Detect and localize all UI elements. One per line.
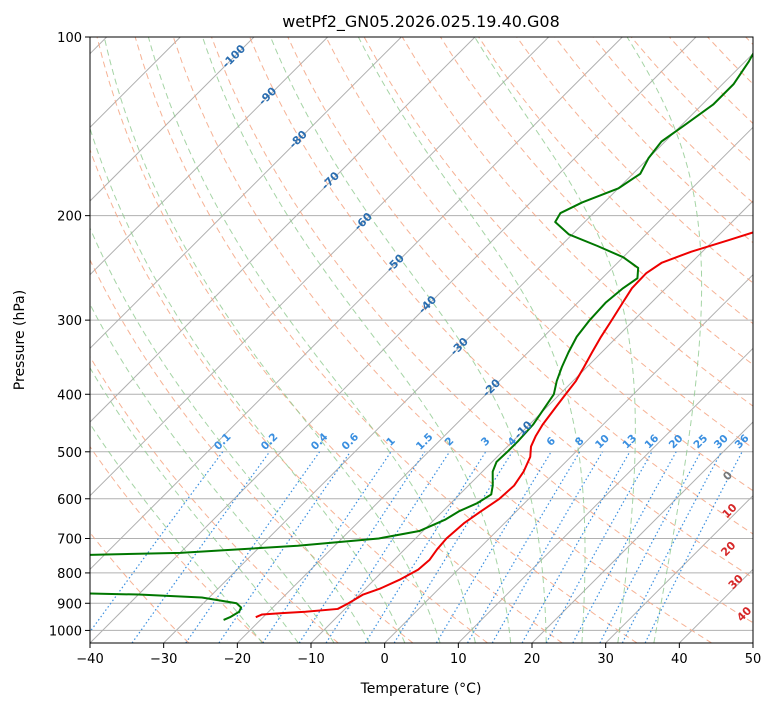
x-tick-label: −30 — [150, 652, 177, 667]
x-tick-label: −20 — [224, 652, 251, 667]
temperature-profile-line — [255, 231, 753, 619]
y-tick-label: 700 — [57, 533, 82, 548]
mixing-ratio-line — [545, 451, 653, 643]
mixing-ratio-line — [262, 451, 392, 643]
isotherm-line — [90, 37, 623, 571]
moist-adiabat-line — [147, 37, 476, 643]
isotherm-line — [384, 273, 753, 643]
x-tick-label: 0 — [381, 652, 389, 667]
y-axis-label: Pressure (hPa) — [12, 290, 28, 390]
moist-adiabat-line — [90, 303, 335, 643]
y-tick-label: 400 — [57, 388, 82, 403]
dry-adiabat-line — [134, 37, 638, 643]
x-tick-label: 50 — [745, 652, 762, 667]
axes: −40 −30 −20 −10 0 10 20 30 40 50 100 200 300 400 500 60… — [49, 31, 761, 667]
dry-adiabat-line — [172, 37, 712, 643]
dry-adiabat-line — [211, 37, 753, 624]
isotherm-line — [457, 347, 753, 643]
mixing-ratio-line — [435, 451, 552, 643]
x-tick-label: −40 — [76, 652, 103, 667]
x-axis-label: Temperature (°C) — [360, 681, 482, 697]
mixing-ratio-line — [644, 451, 743, 643]
y-tick-label: 500 — [57, 446, 82, 461]
mixing-ratio-line — [599, 451, 702, 643]
mixing-ratio-line — [521, 451, 631, 643]
y-tick-label: 900 — [57, 597, 82, 612]
moist-adiabat-line — [626, 37, 703, 643]
y-tick-label: 1000 — [49, 624, 82, 639]
moist-adiabat-line — [474, 37, 636, 643]
isotherm-line — [90, 37, 402, 350]
x-tick-label: 20 — [524, 652, 541, 667]
mixing-ratio-line — [131, 451, 271, 643]
plot-frame — [89, 36, 754, 644]
mixing-ratio-line — [364, 451, 487, 643]
moist-adiabat-line — [357, 37, 586, 643]
dry-adiabat-line — [287, 37, 753, 535]
dry-adiabat-line — [516, 37, 753, 284]
moist-adiabat-line — [202, 37, 512, 643]
chart-title: wetPf2_GN05.2026.025.19.40.G08 — [282, 12, 560, 32]
dry-adiabat-line — [90, 355, 339, 643]
dewpoint-profile-line — [90, 51, 753, 621]
isotherm-line — [90, 37, 329, 276]
x-tick-label: 30 — [597, 652, 614, 667]
x-tick-label: 10 — [450, 652, 467, 667]
moist-adiabat-line — [90, 226, 370, 643]
isotherm-line — [531, 421, 753, 643]
y-tick-label: 300 — [57, 314, 82, 329]
isotherm-line — [163, 52, 753, 643]
moist-adiabat-line — [90, 126, 406, 643]
background-lines — [90, 37, 753, 643]
mixing-ratio-line — [325, 451, 451, 643]
dry-adiabat-line — [90, 258, 414, 643]
dry-adiabat-line — [325, 37, 753, 492]
y-tick-label: 800 — [57, 567, 82, 582]
mixing-ratio-line — [185, 451, 321, 643]
mixing-ratio-line — [572, 451, 677, 643]
mixing-ratio-line — [90, 451, 224, 633]
moist-adiabat-line — [270, 37, 547, 643]
mixing-ratio-line — [218, 451, 351, 643]
moist-adiabat-line — [90, 366, 299, 643]
mixing-ratio-line — [298, 451, 426, 643]
moist-adiabat-line — [103, 37, 441, 643]
y-tick-label: 600 — [57, 493, 82, 508]
sounding-series — [90, 51, 753, 621]
isotherm-line — [605, 494, 753, 643]
y-tick-label: 100 — [57, 31, 82, 46]
isotherm-line — [90, 37, 697, 643]
dry-adiabat-line — [249, 37, 753, 579]
x-tick-label: 40 — [671, 652, 688, 667]
x-tick-label: −10 — [297, 652, 324, 667]
isotherm-line — [90, 37, 255, 202]
isotherm-line — [90, 37, 550, 497]
y-tick-label: 200 — [57, 210, 82, 225]
plot-area — [90, 37, 753, 643]
isotherm-line — [90, 37, 476, 423]
